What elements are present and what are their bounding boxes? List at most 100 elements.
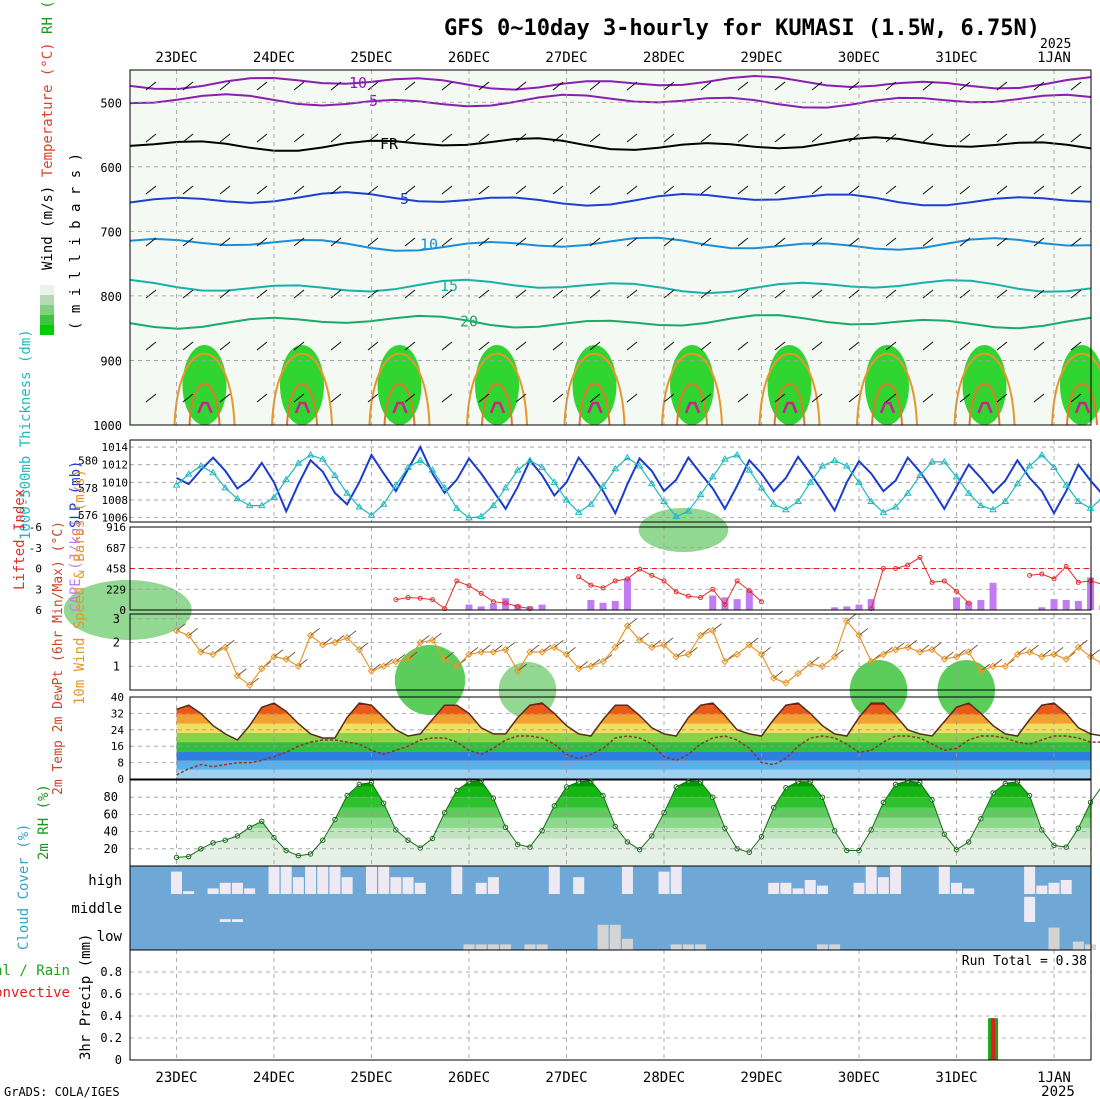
wind-barb bbox=[182, 393, 194, 403]
ylabel-cloud: Cloud Cover (%) bbox=[16, 824, 32, 950]
isotherm-surface bbox=[1066, 382, 1098, 426]
wind-barb bbox=[367, 341, 379, 351]
rh-legend-swatch bbox=[40, 285, 54, 295]
cloud-bar bbox=[816, 885, 828, 894]
wind-barb bbox=[774, 133, 786, 143]
wind-marker bbox=[197, 648, 205, 656]
wind-barb bbox=[552, 341, 564, 351]
cloud-bar bbox=[341, 877, 353, 894]
wind-barb bbox=[493, 644, 503, 653]
cape-bar bbox=[1062, 600, 1070, 610]
wind-barb bbox=[552, 133, 564, 143]
wind-barb bbox=[293, 393, 305, 403]
thickness-marker bbox=[428, 466, 437, 473]
cape-bar bbox=[538, 604, 546, 610]
wind-barb bbox=[578, 661, 588, 669]
wind-barb bbox=[589, 289, 601, 299]
wind-barb bbox=[478, 237, 490, 247]
precip-tick-label: 0.6 bbox=[100, 987, 122, 1001]
li-marker bbox=[966, 600, 972, 606]
wind-barb bbox=[700, 185, 712, 195]
temp-tick-label: 32 bbox=[111, 707, 124, 720]
wind-barb bbox=[1070, 393, 1082, 403]
thickness-marker bbox=[672, 512, 681, 520]
wind-barb bbox=[626, 237, 638, 247]
isotherm-label: 15 bbox=[440, 277, 458, 295]
wind-marker bbox=[355, 645, 364, 654]
wind-barb bbox=[810, 656, 820, 665]
wind-barb bbox=[256, 289, 268, 299]
wind-barb bbox=[996, 341, 1008, 351]
wind-barb bbox=[441, 289, 453, 299]
wind-barb bbox=[663, 133, 675, 143]
wind-barb bbox=[420, 635, 430, 643]
cloud-bar bbox=[829, 944, 841, 950]
rh-legend-swatch bbox=[40, 315, 54, 325]
wind-barb bbox=[552, 185, 564, 195]
cape-bar bbox=[599, 602, 607, 610]
isotherm-surface bbox=[173, 352, 236, 426]
cloud-bar bbox=[207, 888, 219, 894]
wind-barb bbox=[774, 393, 786, 403]
cloud-bar bbox=[183, 891, 195, 894]
wind-tick-label: 3 bbox=[113, 612, 120, 626]
precip-tick-label: 0.4 bbox=[100, 1009, 122, 1023]
wind-barb bbox=[922, 133, 934, 143]
wind-barb bbox=[589, 185, 601, 195]
thickness-marker bbox=[1013, 479, 1022, 487]
cloud-level-label: low bbox=[97, 929, 123, 945]
series-line bbox=[176, 444, 1100, 516]
rh-tick-label: 40 bbox=[104, 825, 118, 839]
wind-barb bbox=[432, 632, 442, 641]
wind-marker bbox=[843, 617, 851, 625]
wind-barb bbox=[922, 81, 934, 91]
wind-barb bbox=[359, 642, 369, 650]
wind-barb bbox=[256, 341, 268, 351]
thickness-marker bbox=[1074, 497, 1083, 504]
cloud-bar bbox=[890, 866, 902, 894]
wind-barb bbox=[626, 289, 638, 299]
wind-barb bbox=[219, 289, 231, 299]
wind-barb bbox=[478, 185, 490, 195]
li-marker bbox=[576, 574, 582, 580]
cape-bar bbox=[465, 604, 473, 610]
chart-title: GFS 0~10day 3-hourly for KUMASI (1.5W, 6… bbox=[444, 16, 1040, 41]
wind-marker bbox=[660, 641, 668, 649]
wind-marker bbox=[501, 645, 510, 654]
wind-marker bbox=[635, 636, 644, 644]
rh-blob-low bbox=[475, 345, 519, 425]
wind-barb bbox=[848, 237, 860, 247]
wind-barb bbox=[1070, 133, 1082, 143]
cape-bar bbox=[843, 606, 851, 610]
wind-barb bbox=[219, 341, 231, 351]
wind-barb bbox=[219, 237, 231, 247]
wind-barb bbox=[441, 185, 453, 195]
wind-barb bbox=[273, 649, 284, 658]
pressure-tick-label: 700 bbox=[100, 225, 122, 239]
wind-marker bbox=[855, 631, 863, 640]
wind-barb bbox=[774, 289, 786, 299]
wind-barb bbox=[322, 637, 332, 646]
wind-barb bbox=[256, 185, 268, 195]
pressure-tick-label: 1000 bbox=[93, 419, 122, 433]
wind-barb bbox=[737, 185, 749, 195]
ylabel-slp: SLP (mb) bbox=[68, 461, 84, 528]
li-marker bbox=[673, 589, 679, 595]
wind-barb bbox=[330, 133, 342, 143]
wind-marker bbox=[769, 674, 778, 682]
pressure-tick-label: 900 bbox=[100, 354, 122, 368]
cloud-bar bbox=[219, 919, 231, 922]
wind-barb bbox=[959, 237, 971, 247]
date-label: 26DEC bbox=[448, 50, 490, 66]
cape-bar bbox=[611, 600, 619, 610]
isotherm-surface bbox=[578, 382, 611, 426]
wind-barb bbox=[773, 670, 783, 679]
thickness-marker bbox=[721, 455, 729, 462]
wind-barb bbox=[330, 185, 342, 195]
wind-barb bbox=[505, 642, 515, 650]
cloud-bar bbox=[792, 888, 804, 894]
isotherm-surface bbox=[368, 352, 431, 426]
wind-barb bbox=[922, 393, 934, 403]
cloud-bar bbox=[621, 938, 633, 950]
